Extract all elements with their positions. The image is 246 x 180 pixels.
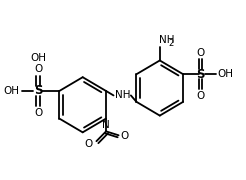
Text: O: O (34, 108, 42, 118)
Text: 2: 2 (169, 39, 174, 48)
Text: O: O (196, 48, 205, 57)
Text: S: S (34, 84, 42, 98)
Text: OH: OH (4, 86, 20, 96)
Text: O: O (121, 131, 129, 141)
Text: O: O (84, 139, 92, 149)
Text: OH: OH (30, 53, 46, 63)
Text: NH: NH (115, 90, 131, 100)
Text: NH: NH (159, 35, 174, 45)
Text: O: O (196, 91, 205, 101)
Text: O: O (34, 64, 42, 74)
Text: S: S (196, 68, 205, 81)
Text: OH: OH (218, 69, 234, 79)
Text: N: N (102, 120, 110, 130)
